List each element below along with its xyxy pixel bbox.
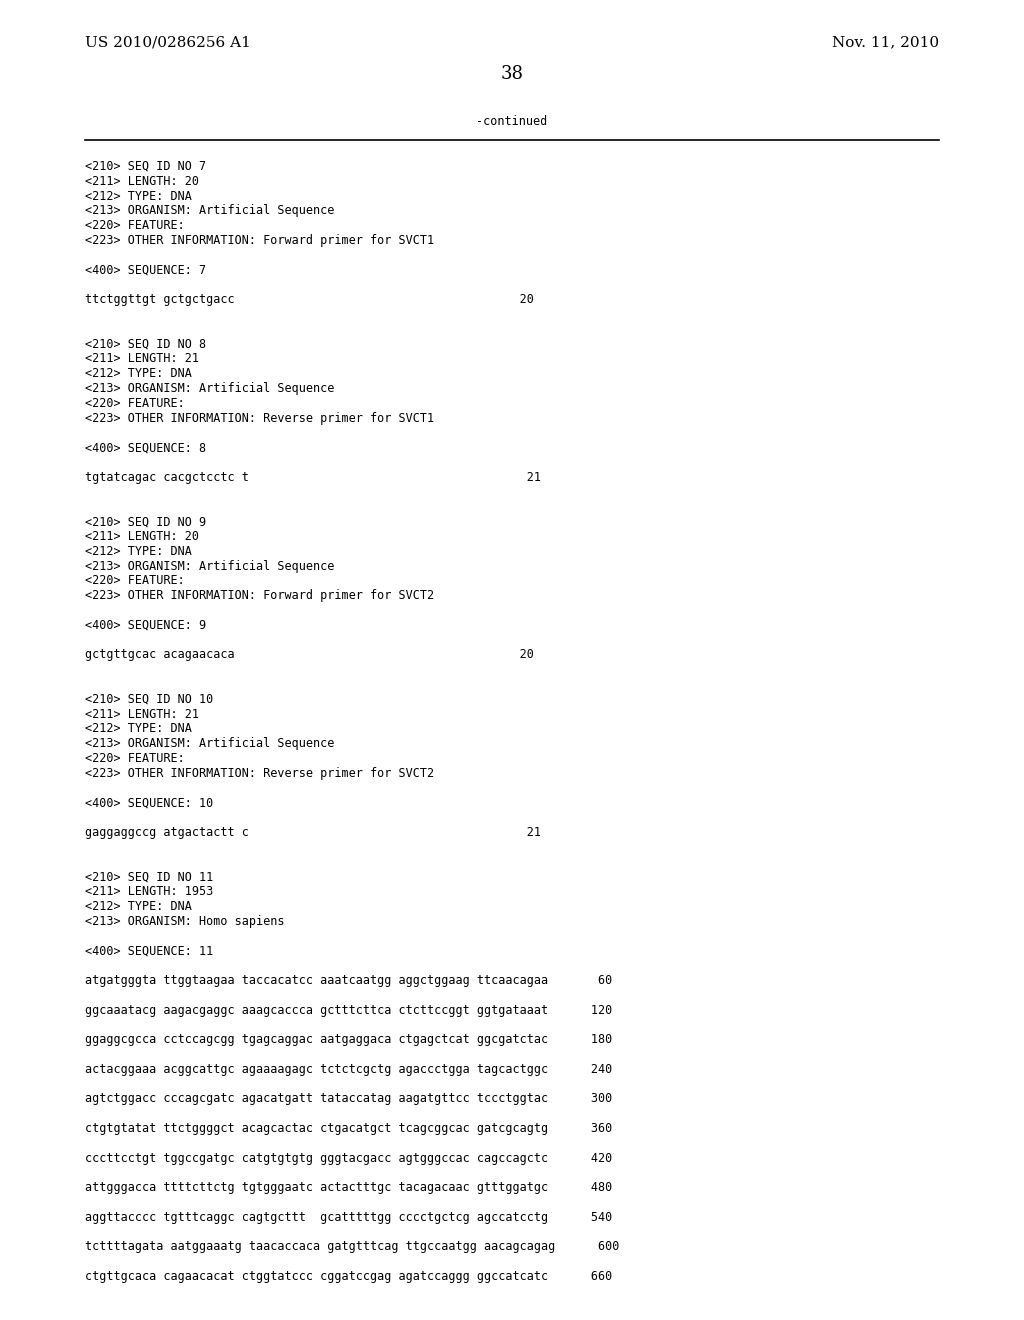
- Text: <400> SEQUENCE: 9: <400> SEQUENCE: 9: [85, 619, 206, 632]
- Text: <212> TYPE: DNA: <212> TYPE: DNA: [85, 190, 191, 202]
- Text: <220> FEATURE:: <220> FEATURE:: [85, 397, 184, 409]
- Text: cccttcctgt tggccgatgc catgtgtgtg gggtacgacc agtgggccac cagccagctc      420: cccttcctgt tggccgatgc catgtgtgtg gggtacg…: [85, 1151, 612, 1164]
- Text: agtctggacc cccagcgatc agacatgatt tataccatag aagatgttcc tccctggtac      300: agtctggacc cccagcgatc agacatgatt tatacca…: [85, 1093, 612, 1105]
- Text: <210> SEQ ID NO 10: <210> SEQ ID NO 10: [85, 693, 213, 706]
- Text: <211> LENGTH: 20: <211> LENGTH: 20: [85, 174, 199, 187]
- Text: atgatgggta ttggtaagaa taccacatcc aaatcaatgg aggctggaag ttcaacagaa       60: atgatgggta ttggtaagaa taccacatcc aaatcaa…: [85, 974, 612, 987]
- Text: <213> ORGANISM: Artificial Sequence: <213> ORGANISM: Artificial Sequence: [85, 737, 335, 750]
- Text: aggttacccc tgtttcaggc cagtgcttt  gcatttttgg cccctgctcg agccatcctg      540: aggttacccc tgtttcaggc cagtgcttt gcattttt…: [85, 1210, 612, 1224]
- Text: <213> ORGANISM: Homo sapiens: <213> ORGANISM: Homo sapiens: [85, 915, 285, 928]
- Text: gctgttgcac acagaacaca                                        20: gctgttgcac acagaacaca 20: [85, 648, 534, 661]
- Text: ttctggttgt gctgctgacc                                        20: ttctggttgt gctgctgacc 20: [85, 293, 534, 306]
- Text: <211> LENGTH: 20: <211> LENGTH: 20: [85, 531, 199, 543]
- Text: <212> TYPE: DNA: <212> TYPE: DNA: [85, 545, 191, 558]
- Text: <213> ORGANISM: Artificial Sequence: <213> ORGANISM: Artificial Sequence: [85, 560, 335, 573]
- Text: <213> ORGANISM: Artificial Sequence: <213> ORGANISM: Artificial Sequence: [85, 381, 335, 395]
- Text: -continued: -continued: [476, 115, 548, 128]
- Text: gaggaggccg atgactactt c                                       21: gaggaggccg atgactactt c 21: [85, 826, 541, 840]
- Text: <223> OTHER INFORMATION: Reverse primer for SVCT2: <223> OTHER INFORMATION: Reverse primer …: [85, 767, 434, 780]
- Text: <212> TYPE: DNA: <212> TYPE: DNA: [85, 367, 191, 380]
- Text: attgggacca ttttcttctg tgtgggaatc actactttgc tacagacaac gtttggatgc      480: attgggacca ttttcttctg tgtgggaatc actactt…: [85, 1181, 612, 1195]
- Text: <223> OTHER INFORMATION: Forward primer for SVCT1: <223> OTHER INFORMATION: Forward primer …: [85, 234, 434, 247]
- Text: <210> SEQ ID NO 7: <210> SEQ ID NO 7: [85, 160, 206, 173]
- Text: <223> OTHER INFORMATION: Reverse primer for SVCT1: <223> OTHER INFORMATION: Reverse primer …: [85, 412, 434, 425]
- Text: <400> SEQUENCE: 11: <400> SEQUENCE: 11: [85, 944, 213, 957]
- Text: <211> LENGTH: 21: <211> LENGTH: 21: [85, 352, 199, 366]
- Text: <210> SEQ ID NO 8: <210> SEQ ID NO 8: [85, 338, 206, 351]
- Text: tgtatcagac cacgctcctc t                                       21: tgtatcagac cacgctcctc t 21: [85, 471, 541, 484]
- Text: US 2010/0286256 A1: US 2010/0286256 A1: [85, 36, 251, 49]
- Text: <400> SEQUENCE: 8: <400> SEQUENCE: 8: [85, 441, 206, 454]
- Text: <212> TYPE: DNA: <212> TYPE: DNA: [85, 722, 191, 735]
- Text: <210> SEQ ID NO 9: <210> SEQ ID NO 9: [85, 515, 206, 528]
- Text: <211> LENGTH: 21: <211> LENGTH: 21: [85, 708, 199, 721]
- Text: ctgttgcaca cagaacacat ctggtatccc cggatccgag agatccaggg ggccatcatc      660: ctgttgcaca cagaacacat ctggtatccc cggatcc…: [85, 1270, 612, 1283]
- Text: <210> SEQ ID NO 11: <210> SEQ ID NO 11: [85, 870, 213, 883]
- Text: <212> TYPE: DNA: <212> TYPE: DNA: [85, 900, 191, 913]
- Text: <400> SEQUENCE: 7: <400> SEQUENCE: 7: [85, 264, 206, 277]
- Text: <400> SEQUENCE: 10: <400> SEQUENCE: 10: [85, 796, 213, 809]
- Text: ctgtgtatat ttctggggct acagcactac ctgacatgct tcagcggcac gatcgcagtg      360: ctgtgtatat ttctggggct acagcactac ctgacat…: [85, 1122, 612, 1135]
- Text: <211> LENGTH: 1953: <211> LENGTH: 1953: [85, 886, 213, 898]
- Text: Nov. 11, 2010: Nov. 11, 2010: [831, 36, 939, 49]
- Text: <220> FEATURE:: <220> FEATURE:: [85, 752, 184, 766]
- Text: actacggaaa acggcattgc agaaaagagc tctctcgctg agaccctgga tagcactggc      240: actacggaaa acggcattgc agaaaagagc tctctcg…: [85, 1063, 612, 1076]
- Text: <213> ORGANISM: Artificial Sequence: <213> ORGANISM: Artificial Sequence: [85, 205, 335, 218]
- Text: tcttttagata aatggaaatg taacaccaca gatgtttcag ttgccaatgg aacagcagag      600: tcttttagata aatggaaatg taacaccaca gatgtt…: [85, 1241, 620, 1254]
- Text: <220> FEATURE:: <220> FEATURE:: [85, 219, 184, 232]
- Text: ggcaaatacg aagacgaggc aaagcaccca gctttcttca ctcttccggt ggtgataaat      120: ggcaaatacg aagacgaggc aaagcaccca gctttct…: [85, 1003, 612, 1016]
- Text: ggaggcgcca cctccagcgg tgagcaggac aatgaggaca ctgagctcat ggcgatctac      180: ggaggcgcca cctccagcgg tgagcaggac aatgagg…: [85, 1034, 612, 1047]
- Text: <223> OTHER INFORMATION: Forward primer for SVCT2: <223> OTHER INFORMATION: Forward primer …: [85, 589, 434, 602]
- Text: <220> FEATURE:: <220> FEATURE:: [85, 574, 184, 587]
- Text: 38: 38: [501, 65, 523, 83]
